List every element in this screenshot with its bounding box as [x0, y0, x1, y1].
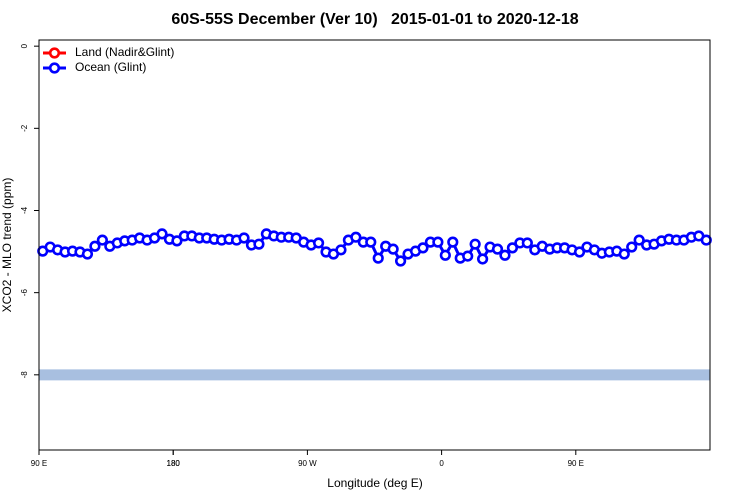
x-tick-label: 0	[439, 459, 444, 468]
data-point	[521, 237, 533, 249]
x-tick-label: 180	[167, 459, 181, 468]
data-point	[432, 236, 444, 248]
data-point	[171, 235, 183, 247]
data-point	[387, 243, 399, 255]
data-point	[439, 249, 451, 261]
data-point	[312, 237, 325, 249]
y-tick-label: -6	[20, 289, 29, 297]
data-point	[626, 241, 638, 253]
data-point	[618, 248, 630, 260]
data-point	[81, 248, 94, 260]
y-tick-label: 0	[20, 43, 29, 48]
data-point	[417, 242, 429, 254]
data-point	[499, 249, 511, 261]
data-point	[491, 243, 504, 255]
x-tick-label: 90 E	[31, 459, 47, 468]
chart-title: 60S-55S December (Ver 10) 2015-01-01 to …	[171, 11, 578, 28]
data-point	[447, 236, 459, 248]
data-point	[89, 240, 101, 252]
x-tick-label: 90 W	[298, 459, 317, 468]
x-axis-label: Longitude (deg E)	[327, 476, 422, 490]
y-tick-label: -2	[20, 124, 29, 132]
data-point	[372, 252, 384, 264]
x-tick-label: 90 E	[568, 459, 584, 468]
legend-marker	[48, 62, 61, 74]
data-point	[365, 236, 377, 248]
data-point	[462, 250, 474, 262]
y-tick-label: -8	[20, 371, 29, 379]
data-point	[253, 238, 265, 250]
data-point	[573, 246, 586, 258]
data-point	[156, 228, 168, 240]
data-point	[633, 234, 645, 246]
legend-label: Land (Nadir&Glint)	[75, 45, 174, 59]
y-tick-label: -4	[20, 206, 29, 214]
data-point	[394, 255, 407, 267]
legend-label: Ocean (Glint)	[75, 60, 146, 74]
plot-frame	[38, 39, 711, 451]
data-point	[700, 234, 712, 246]
data-point	[350, 231, 362, 243]
data-point	[469, 238, 481, 250]
y-axis-label: XCO2 - MLO trend (ppm)	[0, 178, 14, 313]
data-point	[477, 253, 489, 265]
data-point	[506, 242, 519, 254]
data-point	[238, 232, 250, 244]
legend-marker	[48, 47, 61, 59]
data-point	[335, 244, 347, 256]
data-point	[96, 234, 108, 246]
x-tick-label: 180	[167, 459, 181, 468]
